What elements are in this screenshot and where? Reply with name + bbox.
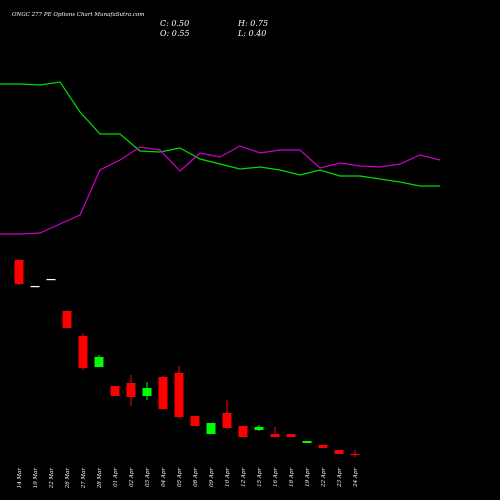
candle-body: [158, 377, 168, 409]
x-tick-label: 19 Apr: [305, 468, 311, 487]
candle-body: [334, 450, 344, 454]
candle-body: [94, 357, 104, 367]
x-tick-label: 12 Apr: [241, 468, 247, 487]
x-tick-label: 22 Apr: [321, 468, 327, 488]
x-tick-label: 24 Apr: [353, 468, 359, 488]
candle-body: [14, 260, 24, 284]
x-tick-label: 03 Apr: [145, 468, 151, 487]
candle-body: [62, 311, 72, 328]
x-tick-label: 02 Apr: [129, 468, 135, 487]
candle-body: [318, 445, 328, 448]
candle-body: [110, 386, 120, 396]
stat-low: L: 0.40: [237, 29, 266, 38]
candle-body: [302, 441, 312, 443]
candle-body: [30, 286, 40, 288]
candle-body: [46, 279, 56, 281]
candle-body: [286, 434, 296, 437]
x-tick-label: 08 Apr: [193, 468, 199, 487]
x-tick-label: 10 Apr: [225, 468, 231, 487]
candle-body: [126, 383, 136, 397]
stat-close: C: 0.50: [160, 19, 189, 28]
candle-body: [78, 336, 88, 368]
line-series: [0, 145, 441, 235]
candle-body: [174, 373, 184, 417]
chart-title: ONGC 277 PE Options Chart MunafaSutra.co…: [12, 12, 145, 18]
x-tick-label: 15 Apr: [257, 468, 263, 487]
x-tick-label: 19 Mar: [33, 468, 39, 489]
x-tick-label: 09 Apr: [209, 468, 215, 487]
line-series: [0, 81, 440, 187]
x-tick-label: 16 Apr: [273, 468, 279, 487]
candle-body: [142, 388, 152, 396]
candle-body: [350, 454, 360, 456]
stat-high: H: 0.75: [237, 19, 268, 28]
x-tick-label: 23 Apr: [337, 468, 343, 488]
candle-body: [254, 427, 264, 430]
candle-body: [206, 423, 216, 434]
x-tick-label: 01 Apr: [113, 468, 119, 487]
candle-body: [238, 426, 248, 437]
candle-body: [270, 434, 280, 437]
x-tick-label: 28 Mar: [97, 468, 103, 490]
x-tick-label: 22 Mar: [49, 468, 55, 490]
x-tick-label: 26 Mar: [65, 468, 71, 490]
stat-open: O: 0.55: [160, 29, 190, 38]
candle-body: [222, 413, 232, 428]
x-tick-label: 18 Apr: [289, 468, 295, 487]
x-tick-label: 14 Mar: [17, 468, 23, 489]
x-tick-label: 27 Mar: [81, 468, 87, 490]
candle-body: [190, 416, 200, 426]
x-tick-label: 05 Apr: [177, 468, 183, 487]
x-tick-label: 04 Apr: [161, 468, 167, 487]
